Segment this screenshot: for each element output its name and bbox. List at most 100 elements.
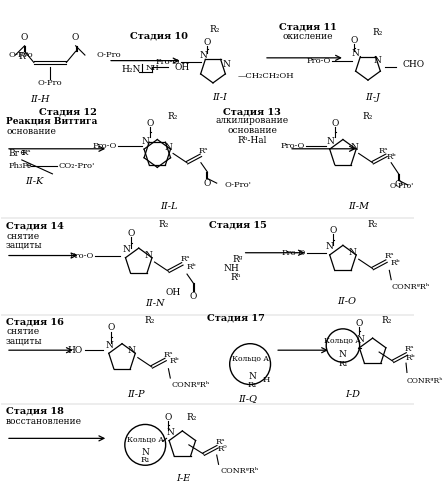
Text: Ph₃P: Ph₃P <box>9 163 28 171</box>
Text: Стадия 16: Стадия 16 <box>6 318 64 327</box>
Text: II-Q: II-Q <box>238 394 257 403</box>
Text: CONRᵍRʰ: CONRᵍRʰ <box>220 467 259 475</box>
Text: Rᵇ: Rᵇ <box>187 262 196 270</box>
Text: HO: HO <box>68 346 83 355</box>
Text: Rᵇ: Rᵇ <box>406 354 416 362</box>
Text: Стадия 12: Стадия 12 <box>39 107 97 116</box>
Text: N: N <box>327 137 335 146</box>
Text: N: N <box>165 143 172 152</box>
Text: ⊕: ⊕ <box>25 163 32 171</box>
Text: Стадия 17: Стадия 17 <box>207 313 265 322</box>
Text: II-J: II-J <box>365 93 380 102</box>
Text: CONRᵍRʰ: CONRᵍRʰ <box>171 381 210 389</box>
Text: Rᵇ: Rᵇ <box>386 153 396 161</box>
Text: Rᵃ: Rᵃ <box>22 149 31 158</box>
Text: Rᵃ: Rᵃ <box>216 438 225 446</box>
Text: Стадия 13: Стадия 13 <box>223 107 281 116</box>
Text: R²: R² <box>19 52 29 61</box>
Text: защиты: защиты <box>6 241 43 250</box>
Text: H: H <box>152 64 158 72</box>
Text: Rᵍ: Rᵍ <box>233 254 243 264</box>
Text: N: N <box>356 335 364 344</box>
Text: Стадия 11: Стадия 11 <box>279 23 336 32</box>
Text: Br: Br <box>9 149 20 158</box>
Text: O: O <box>350 36 358 45</box>
Text: Кольцо А: Кольцо А <box>127 436 164 444</box>
Text: O: O <box>21 33 28 42</box>
Text: R⁰: R⁰ <box>218 445 227 453</box>
Text: Кольцо А: Кольцо А <box>324 337 361 345</box>
Text: алкилирование: алкилирование <box>215 116 288 125</box>
Text: Pro-O: Pro-O <box>70 251 94 259</box>
Text: N: N <box>144 251 152 260</box>
Text: Rᵃ: Rᵃ <box>180 255 190 263</box>
Text: Pro-O: Pro-O <box>281 249 306 257</box>
Text: OH: OH <box>175 62 190 72</box>
Text: защиты: защиты <box>6 336 43 345</box>
Text: II-H: II-H <box>31 95 50 104</box>
Text: N: N <box>142 448 149 457</box>
Text: O: O <box>355 319 362 328</box>
Text: N: N <box>348 248 356 257</box>
Text: H₂N: H₂N <box>121 65 141 74</box>
Text: II-M: II-M <box>348 202 369 211</box>
Text: N: N <box>123 246 131 254</box>
Text: I-D: I-D <box>345 390 360 399</box>
Text: Стадия 10: Стадия 10 <box>130 32 188 41</box>
Text: N: N <box>145 64 153 72</box>
Text: N: N <box>352 49 360 58</box>
Text: Стадия 15: Стадия 15 <box>209 221 267 230</box>
Text: N: N <box>373 56 381 65</box>
Text: основание: основание <box>6 127 56 136</box>
Text: R₁: R₁ <box>338 360 348 368</box>
Text: R₂: R₂ <box>186 414 197 423</box>
Text: Pro-O: Pro-O <box>93 142 117 150</box>
Text: I-E: I-E <box>176 474 190 483</box>
Text: N: N <box>127 346 135 355</box>
Text: CO₂-Pro': CO₂-Pro' <box>59 163 95 171</box>
Text: O: O <box>146 119 154 128</box>
Text: II-P: II-P <box>127 390 145 399</box>
Text: O: O <box>107 323 115 332</box>
Text: Реакция Виттига: Реакция Виттига <box>6 116 97 125</box>
Text: O: O <box>165 413 172 422</box>
Text: NH: NH <box>224 264 239 273</box>
Text: O: O <box>395 181 402 190</box>
Text: O-Pro: O-Pro <box>96 51 121 59</box>
Text: Стадия 14: Стадия 14 <box>6 222 64 231</box>
Text: O: O <box>332 119 339 128</box>
Text: CONRᵍRʰ: CONRᵍRʰ <box>391 283 429 291</box>
Text: восстановление: восстановление <box>6 417 82 426</box>
Text: O: O <box>204 37 211 46</box>
Text: H: H <box>262 376 270 384</box>
Text: II-L: II-L <box>160 202 177 211</box>
Text: N: N <box>339 350 347 359</box>
Text: CONRᵍRʰ: CONRᵍRʰ <box>407 377 444 385</box>
Text: O: O <box>128 229 135 238</box>
Text: основание: основание <box>227 126 277 135</box>
Text: N: N <box>142 137 149 146</box>
Text: Rᵇ: Rᵇ <box>390 259 400 267</box>
Text: —CH₂CH₂OH: —CH₂CH₂OH <box>238 72 295 80</box>
Text: Rᵇ: Rᵇ <box>169 357 179 365</box>
Text: O-Pro': O-Pro' <box>224 181 251 189</box>
Text: Pro-O: Pro-O <box>307 56 331 65</box>
Text: R₂: R₂ <box>145 316 155 325</box>
Text: R₂: R₂ <box>168 112 178 121</box>
Text: II-O: II-O <box>337 297 356 306</box>
Text: Pro-O: Pro-O <box>280 142 305 150</box>
Text: R₁: R₁ <box>141 456 150 464</box>
Text: Rʰ: Rʰ <box>231 273 242 282</box>
Text: N: N <box>350 143 358 152</box>
Text: Стадия 18: Стадия 18 <box>6 407 64 416</box>
Text: OH: OH <box>166 288 181 297</box>
Text: снятие: снятие <box>6 232 39 241</box>
Text: II-K: II-K <box>25 177 43 186</box>
Text: Rᵃ: Rᵃ <box>164 351 173 359</box>
Text: Кольцо А: Кольцо А <box>231 355 269 363</box>
Text: окисление: окисление <box>283 32 333 41</box>
Text: R₂: R₂ <box>372 28 382 37</box>
Text: Rᵃ: Rᵃ <box>384 252 394 260</box>
Text: O: O <box>329 226 336 235</box>
Text: N: N <box>166 428 174 437</box>
